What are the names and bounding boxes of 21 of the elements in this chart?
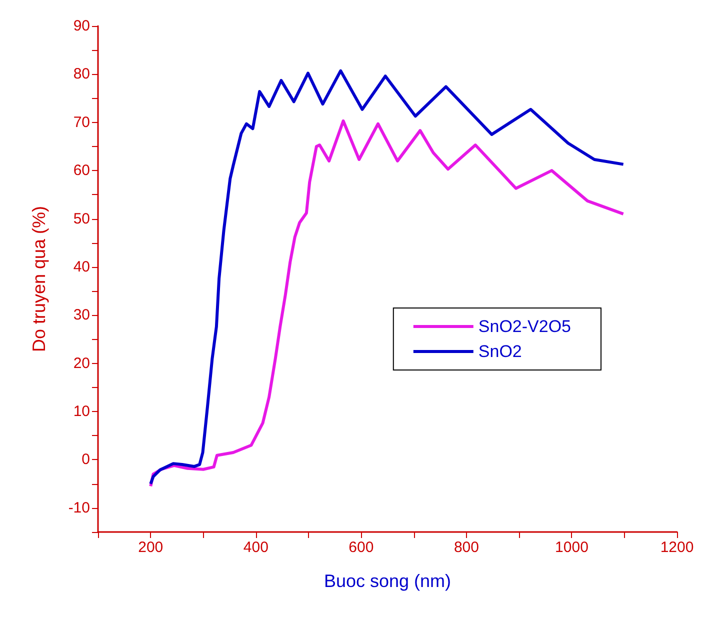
y-tick-label: 60 xyxy=(73,162,90,180)
y-tick-label: 10 xyxy=(73,403,90,420)
y-tick-label: 50 xyxy=(73,210,90,228)
y-tick-label: 40 xyxy=(73,258,90,276)
x-tick-label: 1000 xyxy=(555,539,588,556)
y-tick-label: 70 xyxy=(73,114,90,131)
x-tick-label: 800 xyxy=(454,539,479,556)
x-tick-label: 600 xyxy=(348,539,374,556)
x-tick-label: 200 xyxy=(138,539,164,556)
legend-label: SnO2-V2O5 xyxy=(478,317,572,336)
y-tick-label: 80 xyxy=(73,66,90,83)
y-tick-label: 30 xyxy=(73,306,90,324)
y-tick-label: 90 xyxy=(73,18,90,34)
x-axis-title: Buoc song (nm) xyxy=(324,571,452,591)
legend-label: SnO2 xyxy=(478,342,522,361)
x-tick-label: 1200 xyxy=(660,539,694,556)
y-tick-label: 20 xyxy=(73,354,90,372)
y-tick-label: -10 xyxy=(68,499,90,516)
y-tick-label: 0 xyxy=(82,451,90,468)
y-axis-title: Do truyen qua (%) xyxy=(29,206,49,352)
x-tick-label: 400 xyxy=(243,539,268,556)
